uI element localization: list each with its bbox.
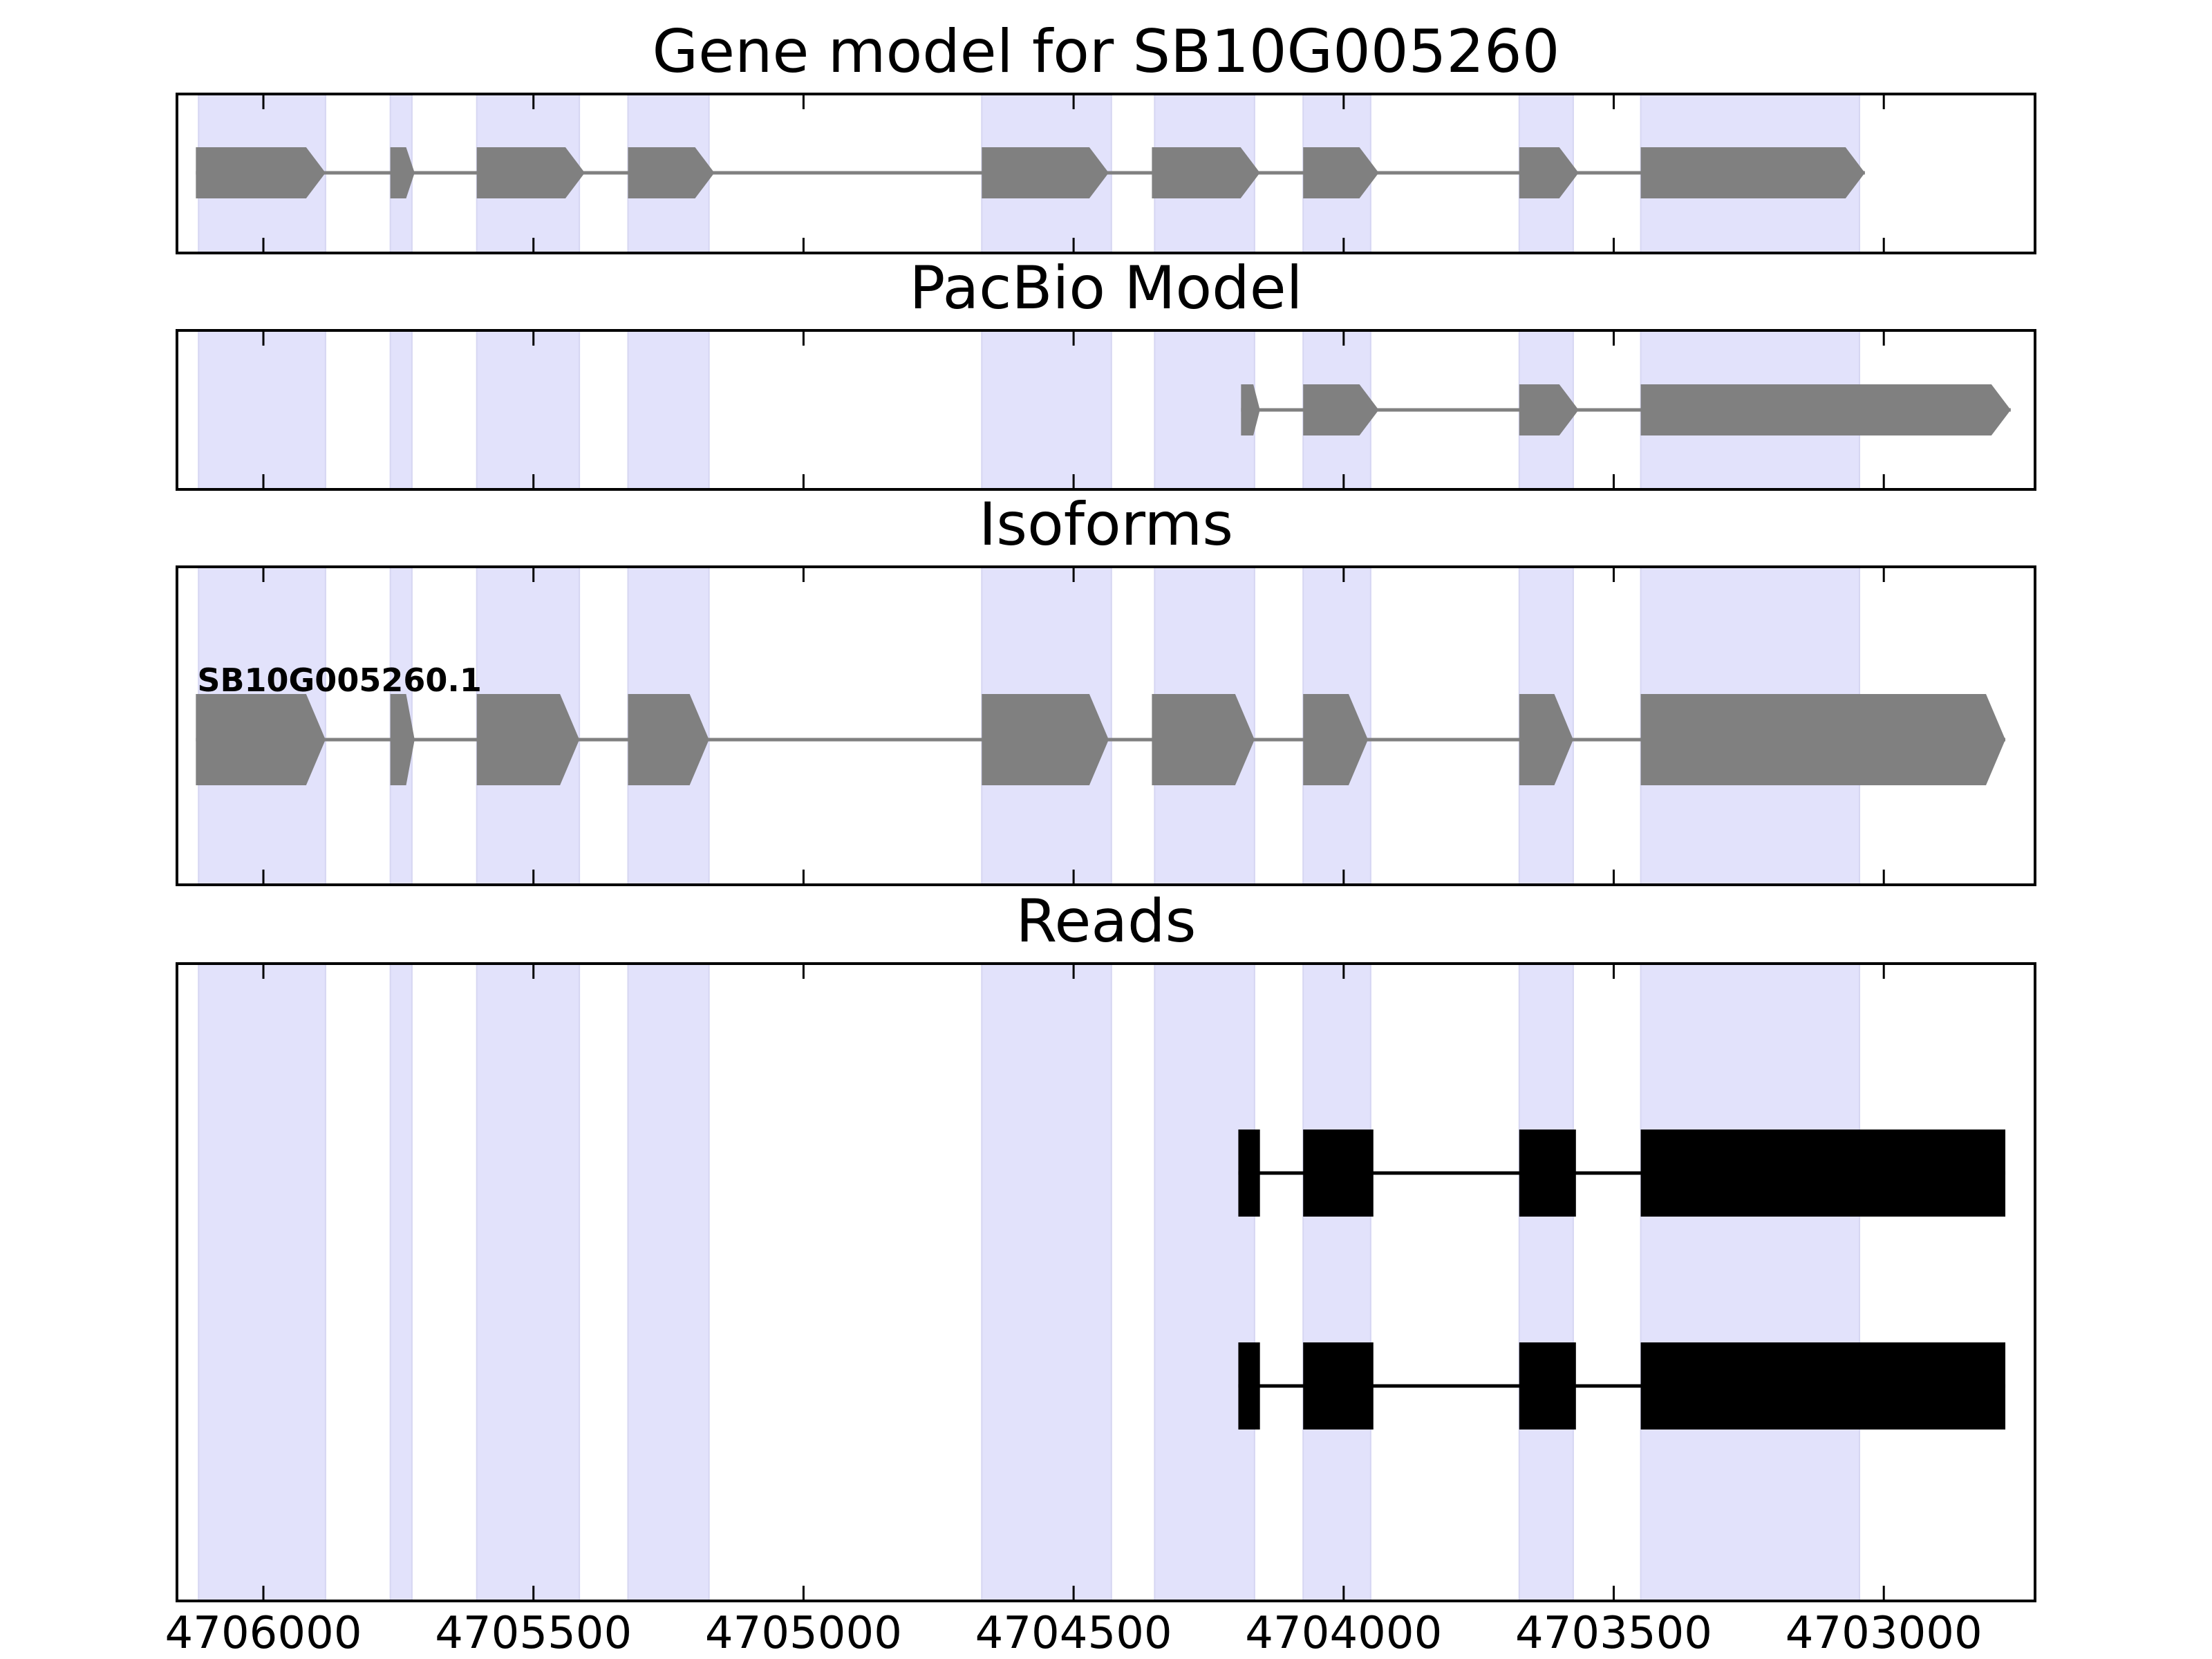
panel-title: PacBio Model [909, 254, 1302, 323]
read-block [1238, 1342, 1260, 1430]
exon-arrow [1241, 384, 1260, 435]
read-block [1519, 1130, 1576, 1217]
panel-frame [176, 962, 2036, 1602]
exon-arrow [1519, 384, 1579, 435]
read-block [1640, 1342, 2006, 1430]
exon-arrow [1519, 147, 1579, 198]
highlight-region [627, 963, 710, 1602]
exon-arrow [476, 147, 585, 198]
exon-arrow [196, 147, 326, 198]
highlight-region [1302, 963, 1371, 1602]
read-block [1238, 1130, 1260, 1217]
x-tick-label: 4705000 [705, 1608, 902, 1659]
exon-arrow [390, 694, 415, 785]
read-block [1303, 1342, 1374, 1430]
exon-arrow [628, 147, 715, 198]
exon-arrow [1640, 694, 2006, 785]
exon-arrow [628, 694, 709, 785]
read-block [1519, 1342, 1576, 1430]
highlight-region [627, 330, 710, 490]
read-block [1640, 1130, 2006, 1217]
highlight-region [981, 330, 1112, 490]
exon-arrow [1640, 147, 1865, 198]
exon-arrow [476, 694, 580, 785]
exon-arrow [1519, 694, 1573, 785]
exon-arrow [1303, 694, 1368, 785]
x-tick-label: 4704500 [975, 1608, 1172, 1659]
highlight-region [1640, 963, 1861, 1602]
highlight-region [1154, 330, 1255, 490]
panel-frame [176, 329, 2036, 491]
panel-gene-model: Gene model for SB10G005260 [176, 17, 2036, 254]
exon-arrow [1303, 384, 1379, 435]
exon-arrow [196, 694, 326, 785]
highlight-region [476, 963, 581, 1602]
x-tick-label: 4703500 [1515, 1608, 1712, 1659]
highlight-region [981, 963, 1112, 1602]
panel-frame [176, 93, 2036, 254]
panel-reads: Reads 4706000 4705500 4705000 4704500 4704000… [165, 887, 2036, 1659]
panel-isoforms: SB10G005260.1 Isoforms [176, 490, 2036, 886]
highlight-region [389, 963, 413, 1602]
x-tick-label: 4706000 [165, 1608, 362, 1659]
panel-frame [176, 565, 2036, 886]
highlight-region [389, 330, 413, 490]
panel-pacbio-model: PacBio Model [176, 254, 2036, 491]
exon-arrow [390, 147, 415, 198]
panel-title: Gene model for SB10G005260 [653, 17, 1560, 86]
exon-arrow [1640, 384, 2011, 435]
highlight-region [198, 963, 326, 1602]
exon-arrow [982, 694, 1109, 785]
exon-arrow [1152, 147, 1260, 198]
isoform-label: SB10G005260.1 [197, 662, 481, 699]
exon-arrow [982, 147, 1109, 198]
panel-title: Isoforms [979, 490, 1233, 559]
exon-arrow [1152, 694, 1255, 785]
exon-arrow [1303, 147, 1379, 198]
highlight-region [476, 330, 581, 490]
x-tick-label: 4705500 [435, 1608, 632, 1659]
highlight-region [198, 330, 326, 490]
read-block [1303, 1130, 1374, 1217]
x-tick-label: 4703000 [1785, 1608, 1983, 1659]
panel-title: Reads [1016, 887, 1197, 956]
highlight-region [1518, 963, 1574, 1602]
highlight-region [1154, 963, 1255, 1602]
x-tick-label: 4704000 [1245, 1608, 1442, 1659]
